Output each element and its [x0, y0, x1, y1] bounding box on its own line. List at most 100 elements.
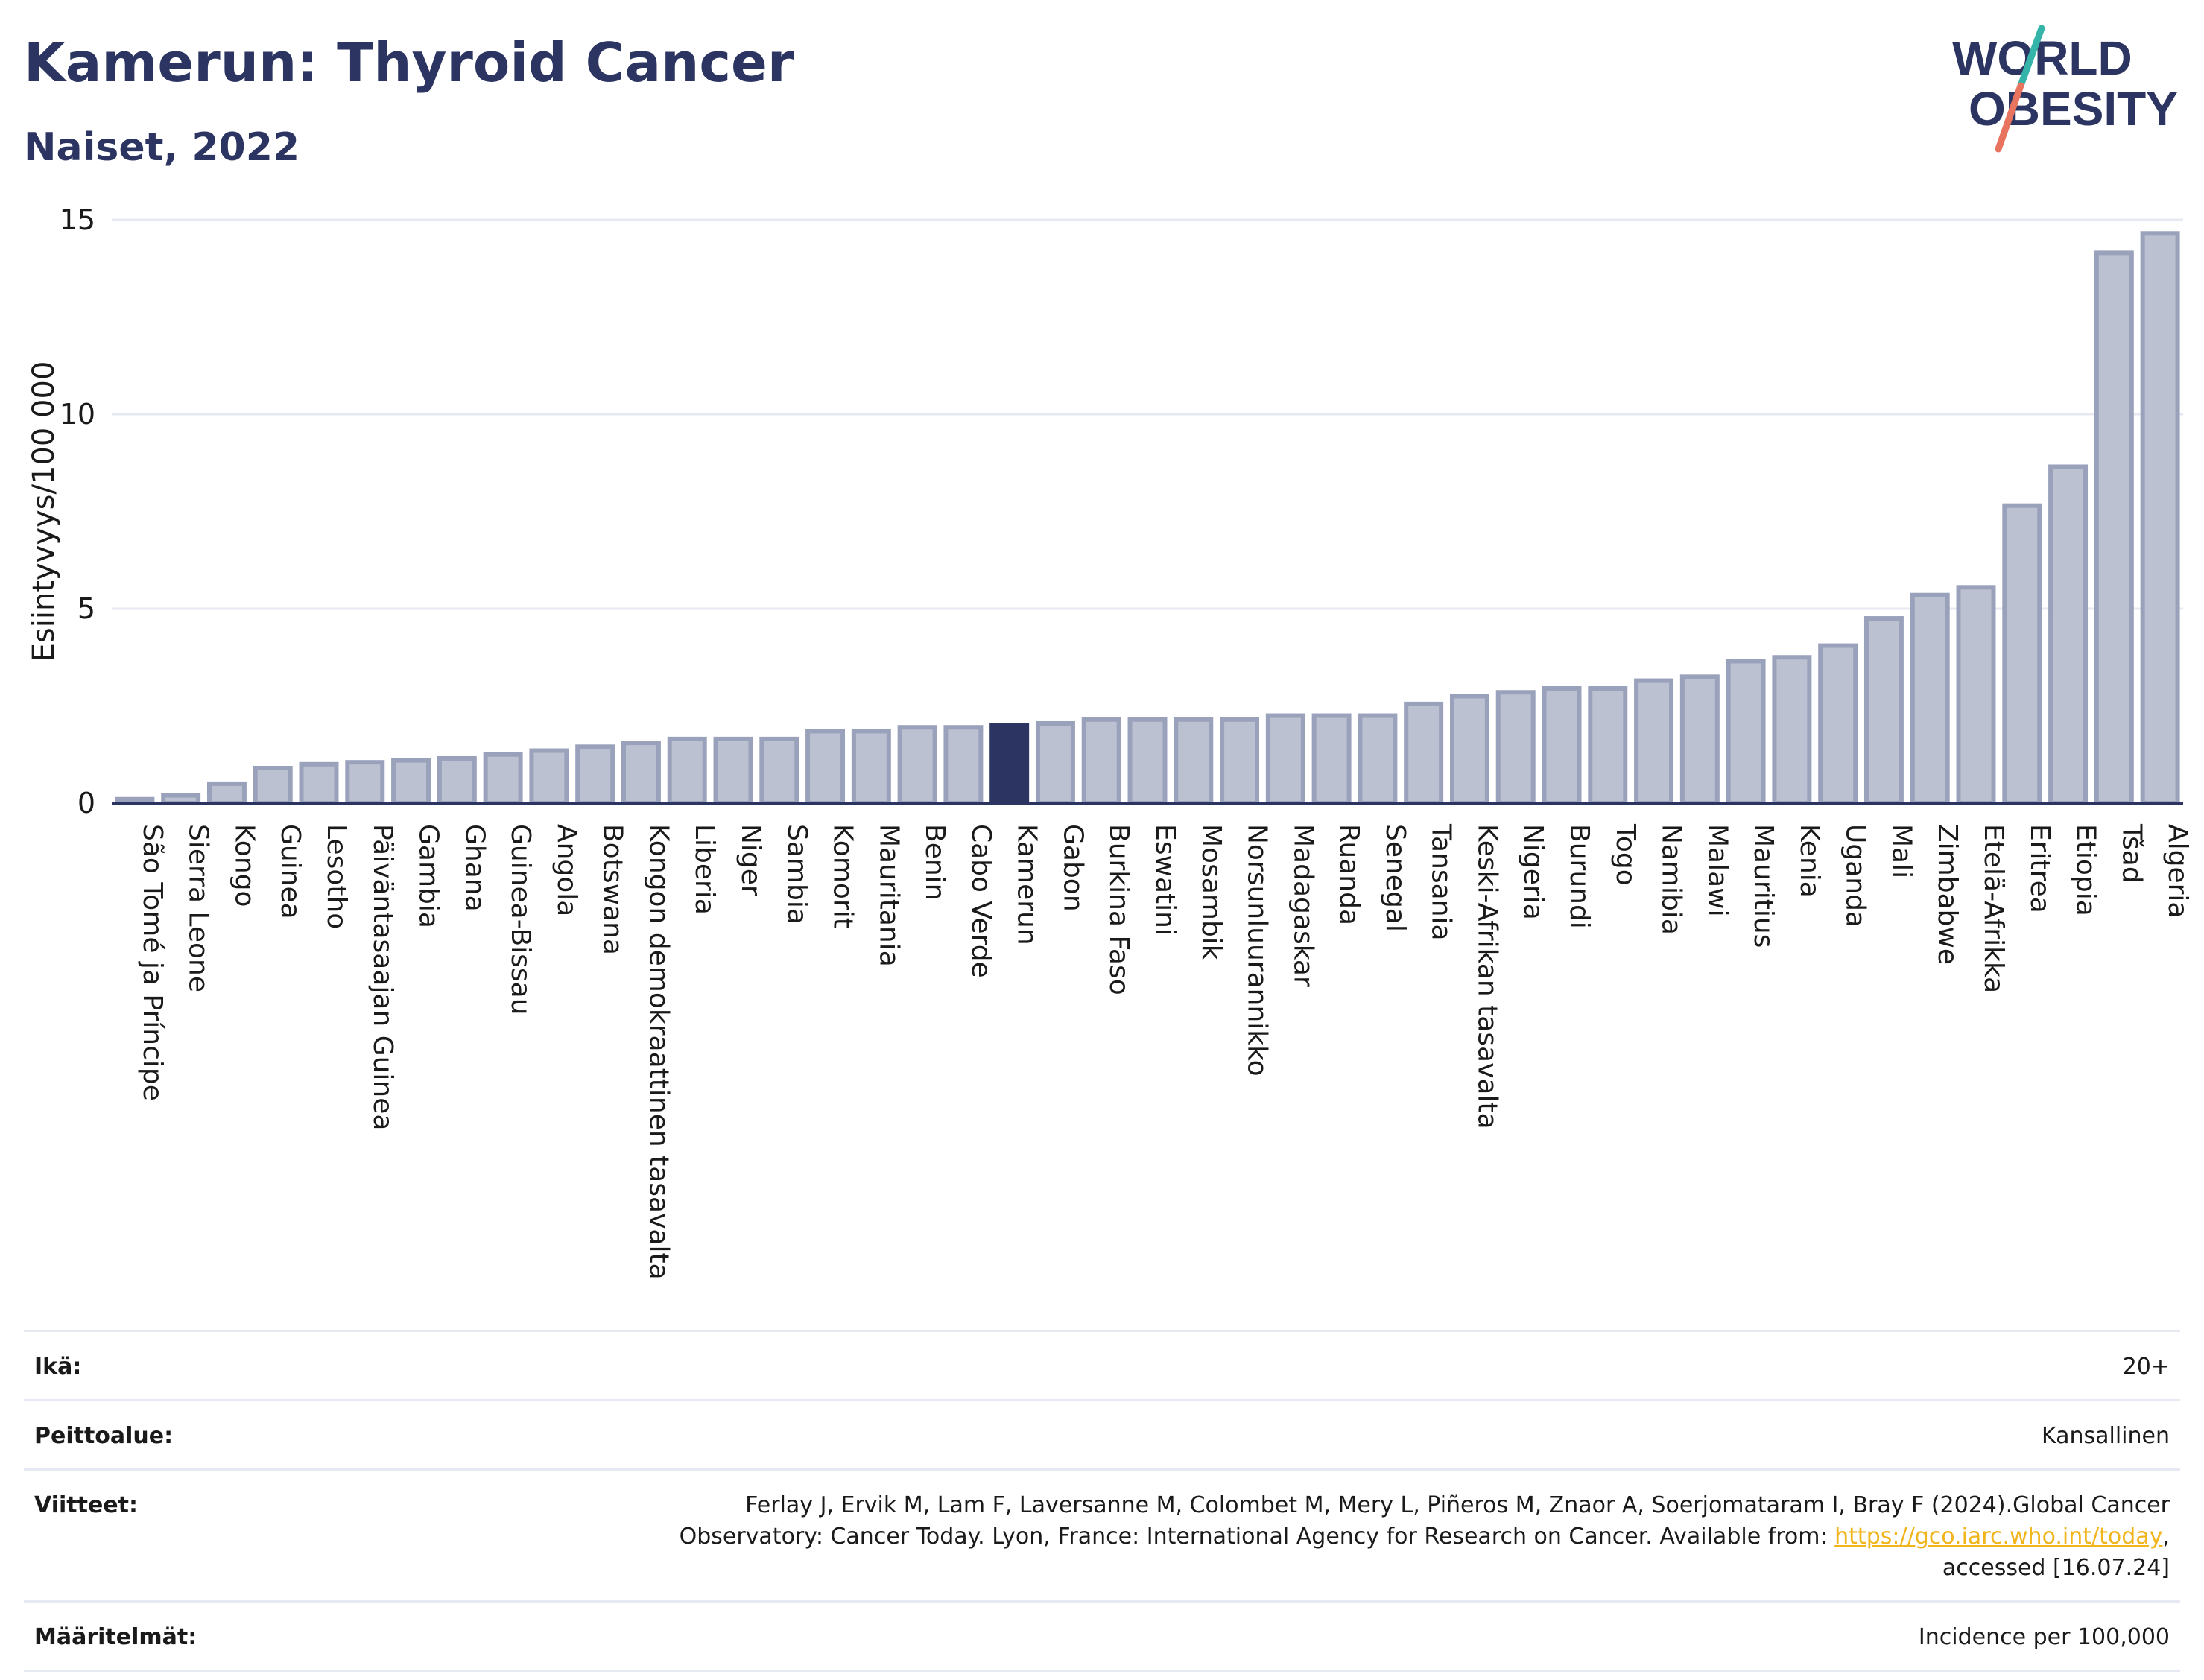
- x-tick-label: Zimbabwe: [1932, 824, 1963, 965]
- bar-burkina-faso[interactable]: [1081, 717, 1121, 806]
- bar-etelä-afrikka[interactable]: [1956, 585, 1996, 805]
- bar-mauritania[interactable]: [851, 729, 891, 805]
- y-tick-labels: 0 5 10 15: [60, 203, 95, 820]
- x-tick-label: Kenia: [1794, 824, 1825, 898]
- bar-guinea[interactable]: [253, 766, 293, 806]
- bar-kongon-demokraattinen-tasavalta[interactable]: [621, 741, 661, 806]
- x-tick-label: Guinea: [275, 824, 305, 919]
- bar-cabo-verde[interactable]: [943, 725, 984, 806]
- bar-norsunluurannikko[interactable]: [1220, 717, 1260, 806]
- chart-subtitle: Naiset, 2022: [24, 125, 300, 170]
- x-tick-label: Uganda: [1840, 824, 1871, 928]
- bar-liberia[interactable]: [667, 736, 707, 805]
- bar-eritrea[interactable]: [2002, 503, 2042, 805]
- age-label: Ikä:: [34, 1354, 82, 1380]
- gridlines: [112, 218, 2183, 610]
- bar-t-ad[interactable]: [2094, 250, 2134, 805]
- bar-lesotho[interactable]: [299, 761, 339, 806]
- x-tick-label: Niger: [735, 824, 766, 896]
- bar-kongo[interactable]: [206, 781, 247, 806]
- bar-mauritius[interactable]: [1726, 659, 1766, 805]
- x-tick-label: Liberia: [689, 824, 720, 915]
- x-tick-label: Päiväntasaajan Guinea: [367, 824, 398, 1130]
- chart-title: Kamerun: Thyroid Cancer: [24, 31, 794, 94]
- x-tick-label: Benin: [919, 824, 950, 900]
- info-row-definitions: Määritelmät: Incidence per 100,000: [24, 1600, 2180, 1672]
- y-tick-label: 15: [60, 203, 95, 236]
- age-value: 20+: [2122, 1354, 2170, 1380]
- bar-kenia[interactable]: [1772, 655, 1812, 805]
- bar-chart: 0 5 10 15 São Tomé ja Príncipe Sierra Leone K…: [27, 203, 2193, 1280]
- x-tick-label: Burkina Faso: [1103, 824, 1134, 995]
- bar-namibia[interactable]: [1634, 678, 1674, 805]
- logo-slash-bottom: [1995, 82, 2024, 153]
- bar-komorit[interactable]: [805, 729, 846, 805]
- coverage-label: Peittoalue:: [34, 1423, 174, 1449]
- x-tick-label: Tansania: [1426, 823, 1457, 941]
- bar-senegal[interactable]: [1358, 713, 1398, 805]
- bar-gabon[interactable]: [1035, 720, 1075, 805]
- bar-madagaskar[interactable]: [1265, 713, 1305, 805]
- x-tick-label: Madagaskar: [1288, 824, 1318, 987]
- x-tick-label: Norsunluurannikko: [1242, 824, 1273, 1077]
- bar-etiopia[interactable]: [2048, 464, 2089, 805]
- x-tick-label: Malawi: [1702, 824, 1732, 917]
- info-row-coverage: Peittoalue: Kansallinen: [24, 1399, 2180, 1468]
- x-tick-label: Togo: [1610, 823, 1641, 886]
- x-tick-label: Burundi: [1564, 824, 1595, 929]
- bar-niger[interactable]: [713, 736, 753, 805]
- info-row-age: Ikä: 20+: [24, 1330, 2180, 1399]
- bars: [115, 231, 2180, 806]
- x-tick-label: Eswatini: [1150, 824, 1180, 936]
- bar-angola[interactable]: [529, 748, 569, 806]
- logo-text-world: WORLD: [1952, 31, 2132, 85]
- bar-tansania[interactable]: [1404, 701, 1444, 806]
- bar-benin[interactable]: [897, 725, 937, 806]
- bar-mali[interactable]: [1863, 616, 1904, 805]
- x-tick-label: Mauritius: [1748, 824, 1779, 948]
- x-tick-label: Namibia: [1656, 824, 1687, 935]
- bar-zimbabwe[interactable]: [1910, 592, 1950, 805]
- bar-gambia[interactable]: [391, 758, 431, 806]
- bar-päiväntasaajan-guinea[interactable]: [345, 760, 385, 806]
- reference-line-3: accessed [16.07.24]: [1942, 1555, 2170, 1581]
- bar-eswatini[interactable]: [1127, 717, 1168, 806]
- bar-ghana[interactable]: [437, 755, 477, 805]
- bar-botswana[interactable]: [575, 744, 615, 805]
- world-obesity-logo: WORLD OBESITY: [1952, 25, 2178, 153]
- bar-mosambik[interactable]: [1174, 717, 1214, 806]
- bar-uganda[interactable]: [1818, 643, 1858, 806]
- coverage-value: Kansallinen: [2041, 1423, 2170, 1449]
- y-tick-label: 0: [77, 787, 95, 820]
- x-tick-label: Sambia: [782, 824, 812, 925]
- bar-keski-afrikan-tasavalta[interactable]: [1449, 694, 1489, 806]
- x-tick-label: Mauritania: [873, 824, 904, 967]
- bar-sambia[interactable]: [759, 736, 799, 805]
- x-tick-label: Ghana: [459, 824, 490, 912]
- reference-link[interactable]: https://gco.iarc.who.int/today: [1834, 1524, 2163, 1550]
- bar-kamerun[interactable]: [989, 723, 1030, 805]
- x-tick-label: Keski-Afrikan tasavalta: [1472, 824, 1502, 1129]
- bar-togo[interactable]: [1588, 686, 1628, 806]
- x-tick-label: Kongon demokraattinen tasavalta: [643, 824, 674, 1280]
- bar-burundi[interactable]: [1542, 686, 1582, 806]
- x-tick-label: Kamerun: [1012, 824, 1042, 945]
- definitions-label: Määritelmät:: [34, 1624, 197, 1650]
- x-tick-label: Guinea-Bissau: [505, 824, 536, 1015]
- x-tick-label: Botswana: [598, 824, 628, 955]
- reference-line-2-end: ,: [2162, 1524, 2170, 1550]
- y-axis-label: Esiintyvyys/100 000: [27, 361, 61, 662]
- bar-algeria[interactable]: [2140, 231, 2180, 805]
- x-tick-label: Mosambik: [1196, 824, 1226, 960]
- x-tick-label: Lesotho: [321, 824, 352, 929]
- references-label: Viitteet:: [34, 1492, 138, 1518]
- x-tick-label: Ruanda: [1334, 824, 1364, 925]
- x-tick-label: Nigeria: [1518, 824, 1548, 920]
- x-tick-label: Sierra Leone: [183, 824, 214, 992]
- bar-malawi[interactable]: [1679, 674, 1720, 805]
- bar-nigeria[interactable]: [1495, 690, 1536, 805]
- bar-ruanda[interactable]: [1311, 713, 1352, 805]
- y-tick-label: 5: [77, 592, 95, 625]
- bar-guinea-bissau[interactable]: [483, 752, 523, 805]
- y-tick-label: 10: [60, 398, 95, 431]
